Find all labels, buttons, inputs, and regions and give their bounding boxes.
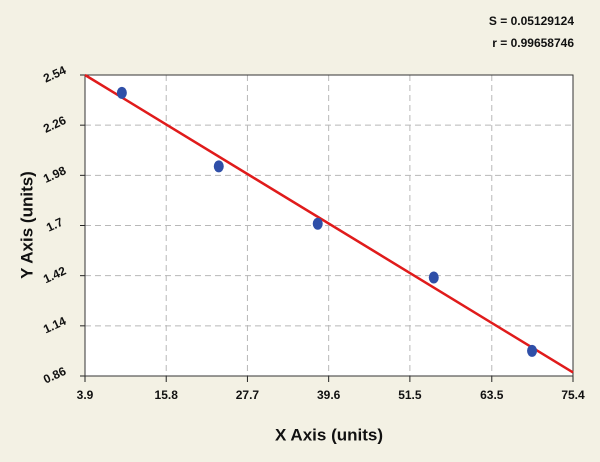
x-tick-label: 51.5	[398, 388, 422, 402]
x-tick-label: 75.4	[561, 388, 585, 402]
y-tick-label: 1.42	[41, 263, 68, 286]
annotation: r = 0.99658746	[492, 36, 574, 50]
plot-border	[84, 74, 574, 377]
x-axis-label: X Axis (units)	[275, 425, 383, 444]
y-tick-label: 1.98	[41, 163, 68, 186]
x-tick-label: 3.9	[77, 388, 94, 402]
x-tick-label: 39.6	[317, 388, 341, 402]
y-tick-label: 1.7	[44, 215, 65, 235]
annotation: S = 0.05129124	[489, 14, 574, 28]
y-axis-label: Y Axis (units)	[17, 171, 36, 279]
data-point	[428, 271, 439, 284]
y-tick-label: 2.26	[41, 113, 68, 136]
data-point	[527, 344, 538, 357]
y-tick-label: 2.54	[41, 63, 68, 86]
y-tick-label: 0.86	[41, 364, 68, 387]
x-tick-label: 15.8	[155, 388, 179, 402]
data-point	[116, 86, 127, 99]
data-point	[312, 217, 323, 230]
x-tick-label: 63.5	[480, 388, 504, 402]
y-tick-label: 1.14	[41, 314, 68, 337]
data-point	[213, 160, 224, 173]
x-tick-label: 27.7	[236, 388, 260, 402]
fit-line	[84, 73, 574, 374]
